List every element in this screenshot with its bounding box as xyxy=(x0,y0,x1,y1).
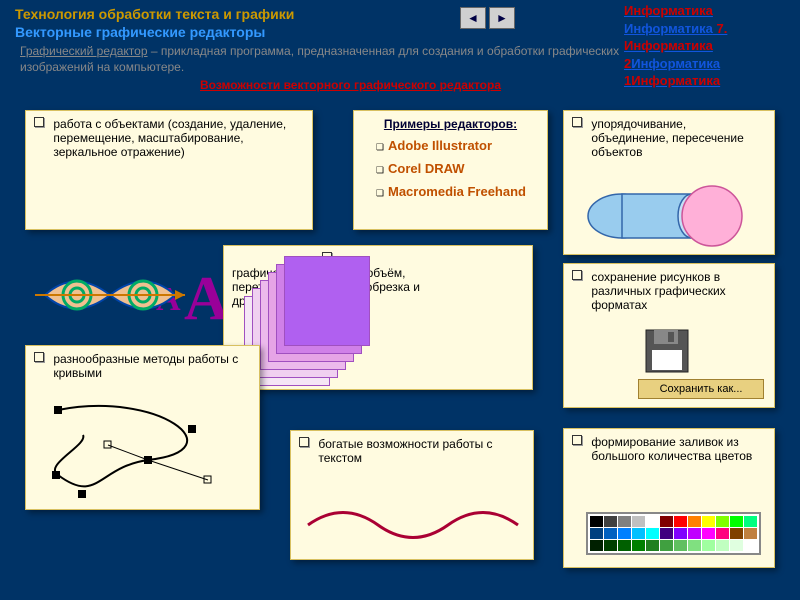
nav-link[interactable]: Информатика xyxy=(631,56,720,71)
color-swatch[interactable] xyxy=(632,540,645,551)
card-save: сохранение рисунков в различных графичес… xyxy=(563,263,775,408)
color-swatch[interactable] xyxy=(744,516,757,527)
color-swatch[interactable] xyxy=(632,528,645,539)
card-objects: работа с объектами (создание, удаление, … xyxy=(25,110,313,230)
card-editors: Примеры редакторов: ❏Adobe Illustrator ❏… xyxy=(353,110,548,230)
color-swatch[interactable] xyxy=(646,516,659,527)
editor-item: Adobe Illustrator xyxy=(388,138,492,153)
color-swatch[interactable] xyxy=(590,528,603,539)
color-swatch[interactable] xyxy=(702,516,715,527)
nav-link[interactable]: Информатика xyxy=(624,3,713,18)
color-swatch[interactable] xyxy=(744,528,757,539)
card-effects: графические эффекты (объём, перетекание,… xyxy=(223,245,533,390)
bullet-icon xyxy=(572,117,582,127)
color-swatch[interactable] xyxy=(716,540,729,551)
color-swatch[interactable] xyxy=(688,540,701,551)
right-nav: Информатика Информатика 7. Информатика 2… xyxy=(624,2,794,90)
card-curves: разнообразные методы работы с кривыми xyxy=(25,345,260,510)
color-swatch[interactable] xyxy=(646,540,659,551)
color-swatch[interactable] xyxy=(674,516,687,527)
color-swatch[interactable] xyxy=(632,516,645,527)
color-swatch[interactable] xyxy=(618,540,631,551)
bullet-icon xyxy=(34,117,44,127)
color-swatch[interactable] xyxy=(590,540,603,551)
color-swatch[interactable] xyxy=(604,528,617,539)
card-union-text: упорядочивание, объединение, пересечение… xyxy=(591,117,763,159)
card-curves-text: разнообразные методы работы с кривыми xyxy=(53,352,248,380)
nav-link[interactable]: Информатика xyxy=(631,73,720,88)
color-swatch[interactable] xyxy=(702,528,715,539)
color-swatch[interactable] xyxy=(716,528,729,539)
color-swatch[interactable] xyxy=(702,540,715,551)
bezier-curve-icon xyxy=(38,395,238,505)
card-text: богатые возможности работы с текстом xyxy=(290,430,534,560)
card-colors-text: формирование заливок из большого количес… xyxy=(591,435,763,463)
color-swatch[interactable] xyxy=(744,540,757,551)
nav-prev-button[interactable]: ◄ xyxy=(460,7,486,29)
editors-title: Примеры редакторов: xyxy=(362,117,539,131)
wavy-line-icon xyxy=(303,495,523,545)
capabilities-link[interactable]: Возможности векторного графического реда… xyxy=(200,78,501,92)
card-colors: формирование заливок из большого количес… xyxy=(563,428,775,568)
definition-text: Графический редактор – прикладная програ… xyxy=(20,44,620,75)
color-swatch[interactable] xyxy=(604,540,617,551)
color-swatch[interactable] xyxy=(618,516,631,527)
editor-item: Macromedia Freehand xyxy=(388,184,526,199)
eye-graphic-icon xyxy=(35,260,185,330)
bullet-icon xyxy=(572,270,582,280)
color-swatch[interactable] xyxy=(730,516,743,527)
card-text-text: богатые возможности работы с текстом xyxy=(318,437,522,465)
page-title-2: Векторные графические редакторы xyxy=(15,24,265,40)
nav-next-button[interactable]: ► xyxy=(489,7,515,29)
nav-link[interactable]: Информатика xyxy=(624,21,713,36)
color-swatch[interactable] xyxy=(674,528,687,539)
bullet-icon xyxy=(572,435,582,445)
color-swatch[interactable] xyxy=(688,528,701,539)
color-swatch[interactable] xyxy=(660,516,673,527)
color-swatch[interactable] xyxy=(604,516,617,527)
color-swatch[interactable] xyxy=(618,528,631,539)
nav-arrows: ◄ ► xyxy=(460,7,515,29)
color-swatch[interactable] xyxy=(646,528,659,539)
color-palette[interactable] xyxy=(586,512,761,555)
floppy-icon xyxy=(644,328,690,374)
color-swatch[interactable] xyxy=(716,516,729,527)
editor-item: Corel DRAW xyxy=(388,161,465,176)
color-swatch[interactable] xyxy=(660,540,673,551)
color-swatch[interactable] xyxy=(590,516,603,527)
color-swatch[interactable] xyxy=(674,540,687,551)
bullet-icon xyxy=(34,352,44,362)
bullet-icon xyxy=(299,437,309,447)
color-swatch[interactable] xyxy=(730,528,743,539)
card-union: упорядочивание, объединение, пересечение… xyxy=(563,110,775,255)
color-swatch[interactable] xyxy=(688,516,701,527)
union-shapes-icon xyxy=(584,178,754,248)
color-swatch[interactable] xyxy=(730,540,743,551)
save-as-button[interactable]: Сохранить как... xyxy=(638,379,764,399)
nav-link[interactable]: Информатика xyxy=(624,38,713,53)
page-title-1: Технология обработки текста и графики xyxy=(15,6,294,22)
card-objects-text: работа с объектами (создание, удаление, … xyxy=(53,117,301,159)
card-save-text: сохранение рисунков в различных графичес… xyxy=(591,270,763,312)
color-swatch[interactable] xyxy=(660,528,673,539)
